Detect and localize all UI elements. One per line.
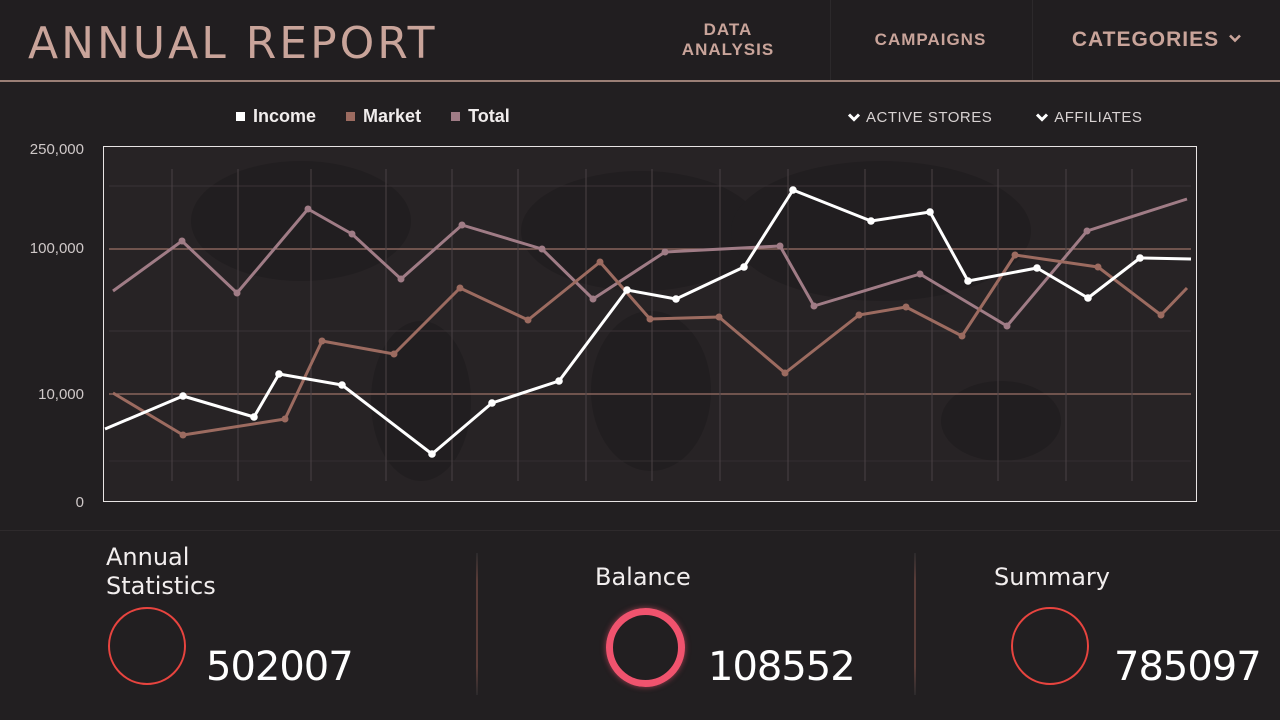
legend-swatch-market	[346, 112, 356, 121]
stat-annual-label-line1: Annual	[106, 543, 190, 571]
stat-balance-value: 108552	[708, 644, 856, 690]
stat-summary: Summary	[994, 563, 1110, 592]
vertical-gridlines	[171, 169, 1133, 481]
y-tick-10000: 10,000	[38, 386, 84, 403]
world-map-background	[191, 161, 1061, 481]
summary-ring-icon	[1011, 607, 1089, 685]
legend-swatch-total	[451, 112, 461, 121]
filter-affiliates-label: AFFILIATES	[1054, 109, 1143, 126]
check-icon	[1036, 111, 1049, 125]
stat-balance-value-wrap: 108552	[708, 644, 856, 690]
stat-annual-value: 502007	[206, 644, 354, 690]
stat-balance: Balance	[595, 563, 691, 592]
nav-data-analysis[interactable]: DATA ANALYSIS	[628, 0, 828, 80]
filter-affiliates[interactable]: AFFILIATES	[1036, 109, 1142, 126]
check-icon	[847, 111, 861, 125]
header-bar: ANNUAL REPORT DATA ANALYSIS CAMPAIGNS CA…	[0, 0, 1280, 82]
legend-item-market[interactable]: Market	[346, 106, 421, 127]
nav-campaigns[interactable]: CAMPAIGNS	[830, 0, 1030, 80]
nav-campaigns-label: CAMPAIGNS	[874, 30, 987, 49]
nav-categories-dropdown[interactable]: CATEGORIES	[1032, 0, 1280, 80]
nav-categories-label: CATEGORIES	[1071, 28, 1220, 51]
series-total	[112, 197, 1188, 330]
chevron-down-icon	[1229, 28, 1242, 48]
nav-data-analysis-line2: ANALYSIS	[681, 40, 775, 59]
stat-divider	[476, 553, 478, 695]
y-tick-250000: 250,000	[29, 141, 84, 158]
y-tick-0: 0	[75, 494, 84, 511]
legend-label-total: Total	[468, 106, 510, 126]
legend-label-market: Market	[363, 106, 422, 126]
stat-annual-value-wrap: 502007	[206, 644, 354, 690]
stat-balance-label: Balance	[595, 563, 691, 591]
balance-ring-icon	[606, 608, 685, 687]
stat-divider	[914, 553, 916, 695]
legend-item-total[interactable]: Total	[451, 106, 510, 127]
chart-filters: ACTIVE STORES AFFILIATES	[847, 109, 1142, 126]
y-tick-100000: 100,000	[29, 240, 84, 257]
filter-active-stores[interactable]: ACTIVE STORES	[847, 109, 993, 126]
legend-label-income: Income	[253, 106, 317, 126]
horizontal-gridlines	[109, 185, 1191, 462]
legend-item-income[interactable]: Income	[236, 106, 316, 127]
series-market	[112, 251, 1189, 439]
chart-plot-area	[104, 161, 1192, 481]
stat-summary-value-wrap: 785097	[1114, 644, 1262, 690]
nav-data-analysis-line1: DATA	[703, 20, 753, 39]
page-title: ANNUAL REPORT	[28, 18, 438, 69]
stat-summary-label: Summary	[994, 563, 1110, 591]
stat-summary-value: 785097	[1114, 644, 1262, 690]
line-chart	[103, 146, 1197, 502]
stat-annual-label-line2: Statistics	[106, 572, 216, 600]
section-divider	[0, 530, 1280, 531]
annual-ring-icon	[108, 607, 186, 685]
chart-legend: Income Market Total	[236, 106, 510, 127]
stat-annual-statistics: Annual Statistics	[106, 543, 216, 601]
legend-swatch-income	[236, 112, 245, 121]
filter-active-stores-label: ACTIVE STORES	[866, 109, 993, 126]
series-income	[104, 186, 1192, 458]
